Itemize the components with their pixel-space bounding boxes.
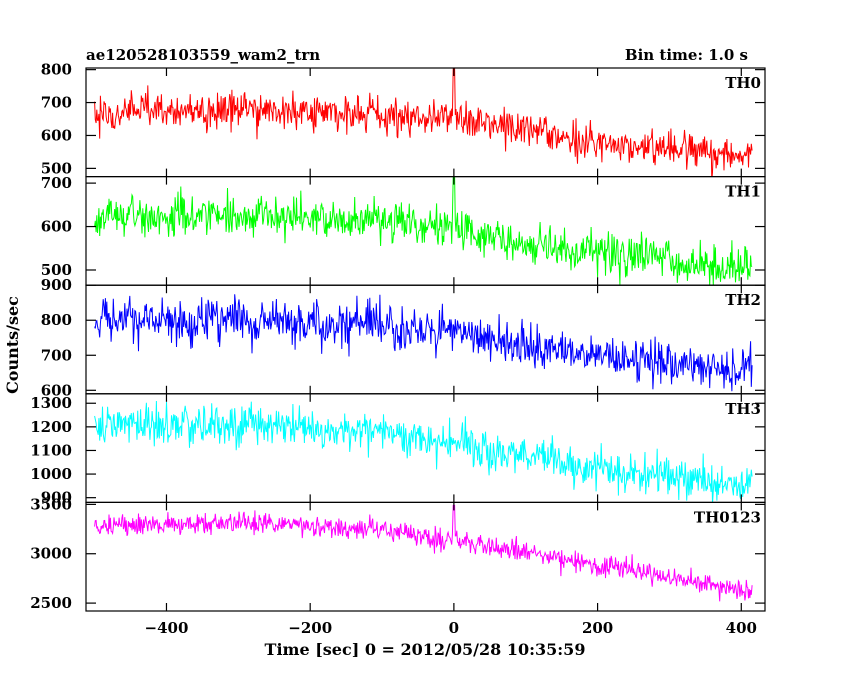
x-tick-label: 200: [582, 619, 613, 637]
y-tick-label: 600: [41, 127, 72, 145]
panel-label: TH2: [725, 291, 761, 309]
y-tick-label: 900: [41, 276, 72, 294]
panel-th3: 900 1000 1100 1200 1300 TH3: [30, 393, 766, 507]
panel-frame: [85, 501, 766, 612]
panel-th0123: 2500 3000 3500 −400 −200 0 200 400 TH0123: [30, 495, 766, 637]
series-line-th3: [94, 400, 753, 503]
x-axis-label: Time [sec] 0 = 2012/05/28 10:35:59: [265, 640, 586, 659]
panel-th2: 600 700 800 900 TH2: [41, 276, 766, 399]
panel-label: TH0: [725, 74, 761, 92]
y-tick-label: 1200: [30, 418, 72, 436]
y-tick-label: 3500: [30, 495, 72, 513]
y-tick-label: 1000: [30, 465, 72, 483]
panel-frame: [85, 393, 766, 503]
x-tick-label: 0: [449, 619, 459, 637]
y-axis-label: Counts/sec: [3, 296, 22, 394]
y-tick-label: 800: [41, 61, 72, 79]
panel-label: TH3: [725, 400, 761, 418]
y-tick-label: 600: [41, 381, 72, 399]
y-tick-label: 500: [41, 159, 72, 177]
y-tick-label: 700: [41, 346, 72, 364]
x-tick-label: −400: [145, 619, 189, 637]
y-tick-label: 900: [41, 489, 72, 507]
bin-time-label: Bin time: 1.0 s: [625, 46, 748, 64]
y-tick-label: 3000: [30, 545, 72, 563]
series-line-th1: [94, 176, 753, 286]
y-tick-label: 600: [41, 218, 72, 236]
y-tick-label: 700: [41, 94, 72, 112]
x-tick-label: 400: [726, 619, 757, 637]
panel-th1: 500 600 700 TH1: [41, 174, 766, 286]
figure-title: ae120528103559_wam2_trn: [86, 46, 320, 64]
y-tick-label: 700: [41, 174, 72, 192]
panels-group: 500 600 700 800 TH0 500 600 700 TH1 600 700 800 900 T…: [30, 61, 766, 637]
y-tick-label: 2500: [30, 594, 72, 612]
y-tick-label: 1100: [30, 442, 72, 460]
y-tick-label: 1300: [30, 394, 72, 412]
panel-label: TH1: [725, 183, 761, 201]
y-tick-label: 800: [41, 311, 72, 329]
panel-th0: 500 600 700 800 TH0: [41, 61, 766, 177]
series-line-th2: [94, 294, 753, 392]
x-tick-label: −200: [288, 619, 332, 637]
y-tick-label: 500: [41, 261, 72, 279]
series-line-th0: [94, 68, 753, 177]
panel-label: TH0123: [694, 508, 761, 526]
series-line-th0123: [94, 504, 753, 602]
